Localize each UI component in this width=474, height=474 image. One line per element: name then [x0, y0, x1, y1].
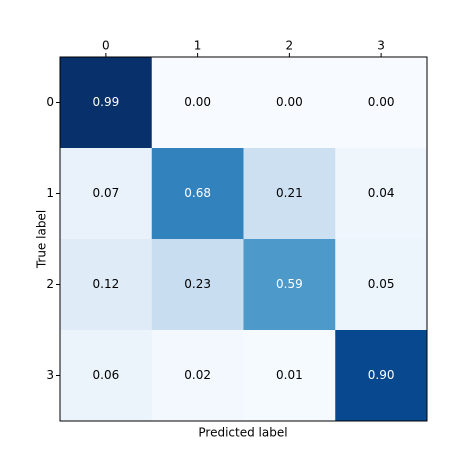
y-tick-label: 2 — [46, 277, 54, 291]
cell-value-label: 0.68 — [184, 186, 211, 200]
heatmap-cell — [60, 330, 153, 422]
cell-value-label: 0.05 — [368, 277, 395, 291]
cell-value-label: 0.07 — [93, 186, 120, 200]
heatmap-cell — [335, 57, 428, 149]
x-tick-label: 3 — [377, 39, 385, 53]
cell-value-label: 0.04 — [368, 186, 395, 200]
heatmap-cell — [60, 148, 153, 240]
x-tick-label: 0 — [102, 39, 110, 53]
plot-frame — [59, 56, 428, 422]
heatmap-cell — [335, 330, 428, 422]
cell-value-label: 0.00 — [184, 95, 211, 109]
heatmap-cell — [151, 239, 244, 331]
y-tick-label: 0 — [46, 95, 54, 109]
heatmap-cell — [151, 57, 244, 149]
heatmap-cell — [335, 239, 428, 331]
cell-value-label: 0.00 — [368, 95, 395, 109]
heatmap-cell — [60, 57, 153, 149]
heatmap-cell — [243, 239, 336, 331]
heatmap-cell — [243, 57, 336, 149]
cell-value-label: 0.01 — [276, 368, 303, 382]
cell-value-label: 0.99 — [93, 95, 120, 109]
cell-value-label: 0.02 — [184, 368, 211, 382]
x-tick-label: 1 — [194, 39, 202, 53]
heatmap-cell — [60, 239, 153, 331]
x-tick-label: 2 — [286, 39, 294, 53]
cell-value-label: 0.23 — [184, 277, 211, 291]
heatmap-cell — [151, 148, 244, 240]
heatmap-cell — [243, 330, 336, 422]
heatmap-cell — [151, 330, 244, 422]
cell-value-label: 0.12 — [93, 277, 120, 291]
heatmap-cell — [335, 148, 428, 240]
cell-value-label: 0.06 — [93, 368, 120, 382]
cell-value-label: 0.59 — [276, 277, 303, 291]
y-axis-label: True label — [35, 210, 49, 269]
y-tick-label: 3 — [46, 368, 54, 382]
cell-value-label: 0.00 — [276, 95, 303, 109]
cell-value-label: 0.21 — [276, 186, 303, 200]
heatmap-cell — [243, 148, 336, 240]
x-axis-label: Predicted label — [198, 426, 287, 440]
y-tick-label: 1 — [46, 186, 54, 200]
cell-value-label: 0.90 — [368, 368, 395, 382]
